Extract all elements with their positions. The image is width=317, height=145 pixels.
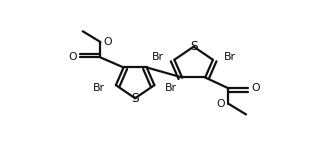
Text: O: O [216,99,225,109]
Text: Br: Br [152,52,164,62]
Text: O: O [68,52,77,62]
Text: S: S [131,92,139,105]
Text: Br: Br [93,83,105,93]
Text: O: O [104,37,113,47]
Text: Br: Br [224,52,236,62]
Text: O: O [252,83,260,93]
Text: Br: Br [165,83,177,93]
Text: S: S [190,40,197,53]
